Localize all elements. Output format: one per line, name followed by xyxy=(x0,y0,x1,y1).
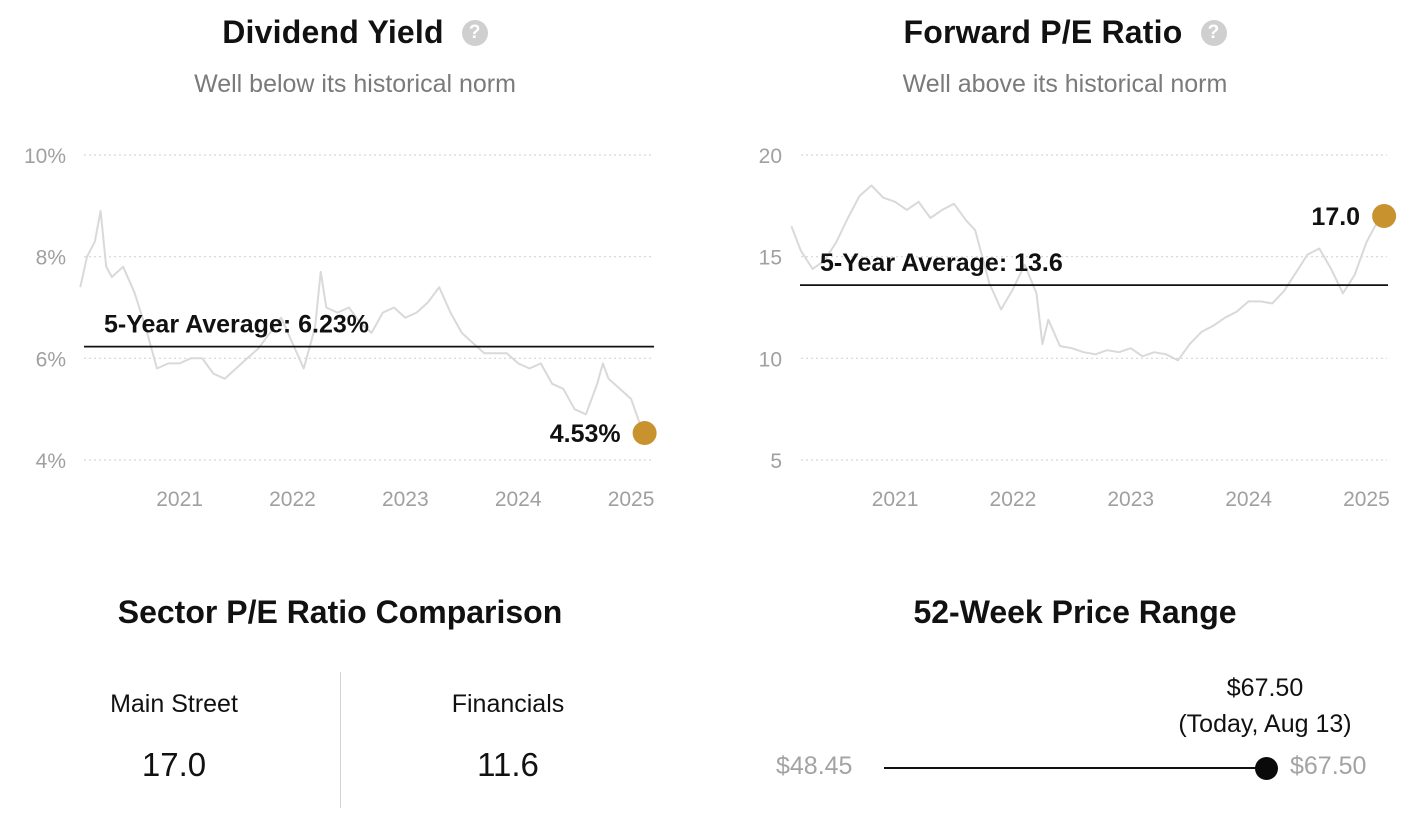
forward-pe-title-text: Forward P/E Ratio xyxy=(903,14,1183,50)
x-tick-label: 2022 xyxy=(990,488,1037,511)
x-tick-label: 2025 xyxy=(1343,488,1390,511)
x-tick-label: 2023 xyxy=(382,488,429,511)
x-tick-label: 2024 xyxy=(1225,488,1272,511)
y-tick-label: 5 xyxy=(770,450,782,473)
average-label: 5-Year Average: 6.23% xyxy=(104,311,369,339)
price-range-track xyxy=(884,767,1266,769)
help-icon[interactable]: ? xyxy=(461,20,488,46)
forward-pe-subtitle: Well above its historical norm xyxy=(902,70,1228,98)
y-tick-label: 8% xyxy=(36,247,66,270)
dividend-yield-title: Dividend Yield? xyxy=(0,14,710,51)
y-tick-label: 10 xyxy=(759,348,782,371)
dividend-yield-panel: Dividend Yield? Well below its historica… xyxy=(0,0,710,540)
price-range-low: $48.45 xyxy=(776,752,853,780)
sector-value-main-street: 17.0 xyxy=(141,746,207,783)
sector-divider xyxy=(340,672,341,808)
y-tick-label: 20 xyxy=(759,145,782,168)
price-range-title: 52-Week Price Range xyxy=(913,594,1237,630)
dividend-yield-subtitle: Well below its historical norm xyxy=(194,70,516,98)
help-icon[interactable]: ? xyxy=(1200,20,1227,46)
x-tick-label: 2022 xyxy=(269,488,316,511)
current-value-label: 17.0 xyxy=(1311,203,1360,231)
y-tick-label: 4% xyxy=(36,450,66,473)
price-range-current-marker xyxy=(1255,757,1278,780)
y-tick-label: 10% xyxy=(24,145,66,168)
current-value-label: 4.53% xyxy=(550,420,621,448)
sector-value-financials: 11.6 xyxy=(477,746,539,783)
x-tick-label: 2024 xyxy=(495,488,542,511)
forward-pe-title: Forward P/E Ratio? xyxy=(710,14,1420,51)
x-tick-label: 2023 xyxy=(1107,488,1154,511)
sector-label-financials: Financials xyxy=(451,690,565,718)
series-line xyxy=(79,209,646,434)
forward-pe-chart: 5 10 15 20 2021 2022 2023 2024 2025 5-Year Averag… xyxy=(759,145,1397,511)
dividend-yield-title-text: Dividend Yield xyxy=(222,14,444,50)
x-tick-label: 2021 xyxy=(872,488,919,511)
average-label: 5-Year Average: 13.6 xyxy=(820,249,1063,277)
price-range-current-note: (Today, Aug 13) xyxy=(1178,710,1352,738)
forward-pe-panel: Forward P/E Ratio? Well above its histor… xyxy=(710,0,1420,540)
sector-label-main-street: Main Street xyxy=(110,690,238,718)
y-tick-label: 6% xyxy=(36,348,66,371)
y-tick-label: 15 xyxy=(759,247,782,270)
price-range-current-value: $67.50 xyxy=(1226,674,1304,702)
x-tick-label: 2025 xyxy=(608,488,655,511)
dividend-yield-chart: 4% 6% 8% 10% 2021 2022 2023 2024 2025 5-Year Aver… xyxy=(24,145,657,511)
current-value-marker xyxy=(632,421,657,446)
current-value-marker xyxy=(1372,204,1397,228)
sector-pe-title: Sector P/E Ratio Comparison xyxy=(117,594,563,630)
price-range-high: $67.50 xyxy=(1290,752,1367,780)
x-tick-label: 2021 xyxy=(156,488,203,511)
